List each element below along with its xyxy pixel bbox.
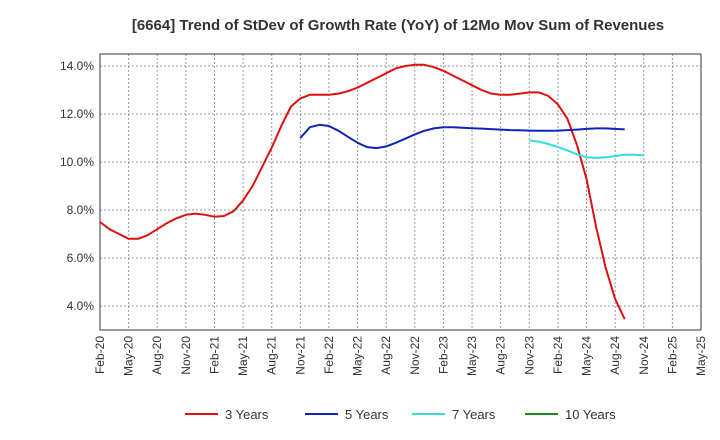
x-tick-label: Nov-23 bbox=[522, 336, 536, 375]
series-line-5-years bbox=[299, 123, 625, 150]
y-tick-label: 8.0% bbox=[67, 203, 95, 217]
y-tick-label: 12.0% bbox=[60, 107, 94, 121]
series-line-7-years bbox=[529, 139, 644, 159]
x-tick-label: Feb-24 bbox=[551, 336, 565, 374]
plot-area bbox=[99, 53, 702, 331]
x-tick-label: Nov-20 bbox=[179, 336, 193, 375]
x-tick-label: Feb-23 bbox=[436, 336, 450, 374]
x-tick-label: Feb-20 bbox=[93, 336, 107, 374]
x-tick-label: May-21 bbox=[236, 336, 250, 376]
series-line-3-years bbox=[99, 63, 626, 320]
x-tick-label: Feb-21 bbox=[207, 336, 221, 374]
legend-label: 7 Years bbox=[452, 407, 496, 422]
x-tick-label: Aug-22 bbox=[379, 336, 393, 375]
y-tick-label: 6.0% bbox=[67, 251, 95, 265]
x-tick-label: Aug-23 bbox=[494, 336, 508, 375]
x-tick-label: May-24 bbox=[580, 336, 594, 376]
x-tick-label: May-20 bbox=[122, 336, 136, 376]
x-tick-label: Nov-24 bbox=[637, 336, 651, 375]
x-tick-label: May-23 bbox=[465, 336, 479, 376]
horizontal-gridlines bbox=[100, 65, 701, 307]
x-axis-ticks: Feb-20 May-20 Aug-20 Nov-20 Feb-21 May-21 Aug-… bbox=[93, 336, 708, 376]
x-tick-label: Nov-22 bbox=[408, 336, 422, 375]
x-tick-label: Feb-25 bbox=[665, 336, 679, 374]
y-tick-label: 4.0% bbox=[67, 299, 95, 313]
x-tick-label: Feb-22 bbox=[322, 336, 336, 374]
x-tick-label: Nov-21 bbox=[293, 336, 307, 375]
legend-label: 10 Years bbox=[565, 407, 616, 422]
x-tick-label: Aug-21 bbox=[265, 336, 279, 375]
x-tick-label: May-25 bbox=[694, 336, 708, 376]
x-tick-label: May-22 bbox=[351, 336, 365, 376]
legend: 3 Years 5 Years 7 Years 10 Years bbox=[185, 407, 616, 422]
legend-label: 5 Years bbox=[345, 407, 389, 422]
legend-label: 3 Years bbox=[225, 407, 269, 422]
chart-title: [6664] Trend of StDev of Growth Rate (Yo… bbox=[132, 17, 664, 34]
x-tick-label: Aug-20 bbox=[150, 336, 164, 375]
y-tick-label: 14.0% bbox=[60, 59, 94, 73]
x-tick-label: Aug-24 bbox=[608, 336, 622, 375]
y-tick-label: 10.0% bbox=[60, 155, 94, 169]
vertical-gridlines bbox=[128, 54, 673, 330]
y-axis-ticks: 4.0% 6.0% 8.0% 10.0% 12.0% 14.0% bbox=[60, 59, 94, 313]
series-lines bbox=[99, 63, 644, 320]
